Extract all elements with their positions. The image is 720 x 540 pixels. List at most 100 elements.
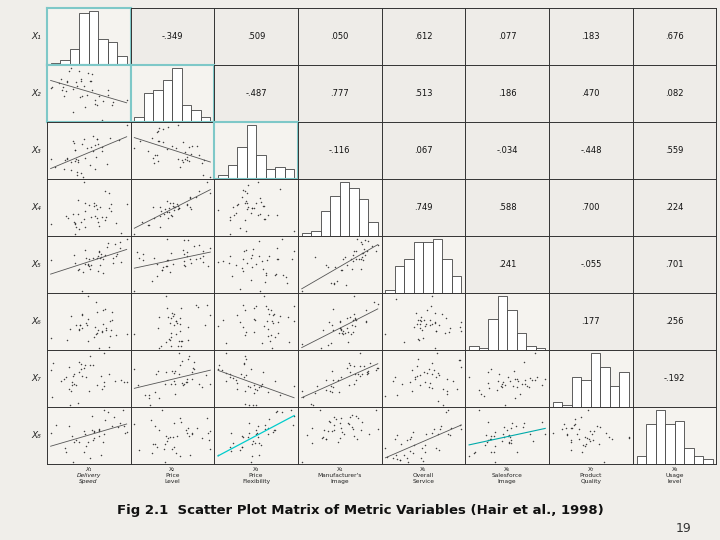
Bar (349, 187, 359, 237)
Point (82, 259, 94, 268)
Point (166, 212, 178, 221)
Point (266, 343, 277, 352)
Point (426, 359, 438, 368)
Point (162, 123, 174, 132)
Point (176, 156, 187, 164)
Point (214, 361, 225, 369)
Point (201, 370, 212, 379)
Point (97, 255, 109, 264)
Point (529, 349, 541, 357)
Point (104, 134, 116, 143)
Point (101, 212, 112, 221)
Point (228, 211, 239, 220)
Point (436, 310, 448, 319)
Point (91, 381, 102, 390)
Point (347, 327, 359, 336)
Point (564, 423, 576, 432)
Bar (218, 175, 228, 179)
Point (329, 262, 341, 271)
Point (181, 156, 193, 164)
Point (253, 237, 265, 246)
Point (204, 445, 216, 454)
Point (317, 434, 328, 442)
Point (181, 152, 192, 161)
Point (444, 327, 455, 336)
Point (161, 338, 172, 346)
Point (186, 368, 197, 377)
Point (361, 318, 372, 326)
Point (172, 205, 184, 213)
Point (441, 390, 452, 399)
Point (246, 204, 258, 213)
Bar (256, 155, 266, 179)
Point (325, 387, 336, 395)
Point (97, 269, 109, 278)
Point (282, 279, 293, 287)
Point (158, 210, 169, 218)
Text: -.055: -.055 (580, 260, 601, 269)
Point (129, 420, 140, 428)
Point (67, 457, 78, 466)
Point (224, 251, 235, 260)
Point (193, 380, 204, 388)
Point (232, 200, 243, 209)
Point (250, 426, 261, 435)
Point (58, 91, 70, 100)
Point (168, 376, 179, 385)
Point (348, 380, 359, 388)
Point (424, 321, 436, 330)
Point (91, 254, 103, 262)
Point (503, 373, 514, 381)
Point (104, 204, 115, 213)
Point (331, 276, 343, 285)
Point (87, 131, 99, 140)
Point (78, 172, 89, 181)
Point (355, 426, 366, 435)
Point (152, 127, 163, 136)
Point (429, 319, 441, 327)
Point (97, 438, 109, 447)
Point (239, 352, 251, 361)
Point (356, 265, 367, 273)
Point (517, 423, 528, 431)
Point (212, 322, 224, 330)
Point (177, 381, 189, 390)
Bar (488, 319, 498, 350)
Text: X₁: X₁ (31, 32, 41, 41)
Point (344, 313, 356, 321)
Point (96, 320, 108, 328)
Point (115, 376, 127, 384)
Text: -.487: -.487 (246, 89, 267, 98)
Point (159, 204, 171, 213)
Point (244, 382, 256, 391)
Point (468, 449, 480, 457)
Point (87, 147, 99, 156)
Point (325, 339, 337, 347)
Point (372, 241, 384, 249)
Point (348, 424, 359, 433)
Point (238, 301, 249, 310)
Point (78, 427, 89, 436)
Point (357, 249, 369, 258)
Point (173, 204, 184, 212)
Point (239, 330, 251, 339)
Point (94, 91, 105, 100)
Point (270, 426, 282, 434)
Point (152, 367, 163, 375)
Point (593, 440, 605, 449)
Point (154, 202, 166, 211)
Point (426, 320, 438, 328)
Point (499, 401, 510, 409)
Point (341, 364, 353, 373)
Bar (665, 424, 675, 464)
Point (363, 237, 374, 245)
Point (73, 67, 85, 76)
Point (75, 360, 86, 368)
Point (479, 441, 490, 449)
Point (150, 369, 162, 378)
Point (179, 256, 190, 265)
Text: .676: .676 (665, 32, 684, 41)
Point (149, 440, 161, 448)
Bar (89, 11, 98, 65)
Point (343, 420, 355, 429)
